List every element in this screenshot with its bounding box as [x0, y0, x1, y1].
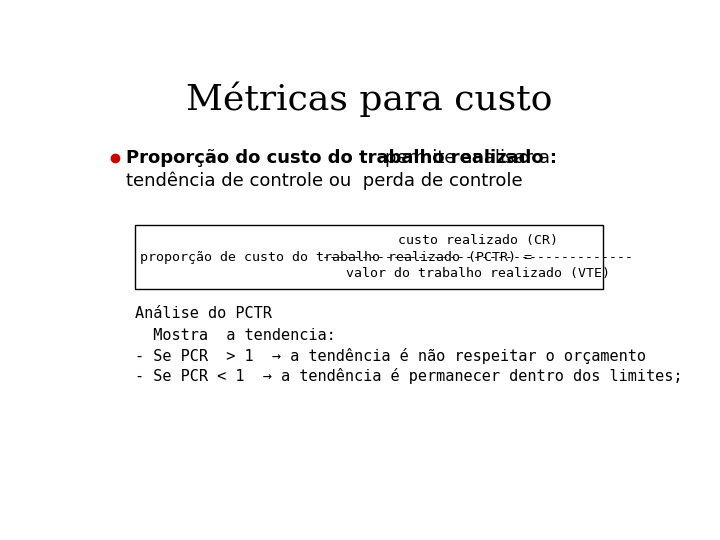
Text: custo realizado (CR): custo realizado (CR) — [398, 234, 558, 247]
Text: Métricas para custo: Métricas para custo — [186, 82, 552, 117]
Text: tendência de controle ou  perda de controle: tendência de controle ou perda de contro… — [126, 172, 523, 191]
Text: Proporção do custo do trabalho realizado :: Proporção do custo do trabalho realizado… — [126, 150, 564, 167]
Text: permite analisar a: permite analisar a — [385, 150, 550, 167]
Text: ---------------------------------------: --------------------------------------- — [322, 251, 634, 264]
Text: - Se PCR  > 1  → a tendência é não respeitar o orçamento: - Se PCR > 1 → a tendência é não respeit… — [135, 348, 646, 364]
Text: - Se PCR < 1  → a tendência é permanecer dentro dos limites;: - Se PCR < 1 → a tendência é permanecer … — [135, 368, 682, 384]
Text: valor do trabalho realizado (VTE): valor do trabalho realizado (VTE) — [346, 267, 610, 280]
FancyBboxPatch shape — [135, 225, 603, 289]
Text: Análise do PCTR: Análise do PCTR — [135, 306, 271, 321]
Text: proporção de custo do trabalho realizado (PCTR) =: proporção de custo do trabalho realizado… — [140, 251, 540, 264]
Text: Mostra  a tendencia:: Mostra a tendencia: — [135, 328, 336, 343]
